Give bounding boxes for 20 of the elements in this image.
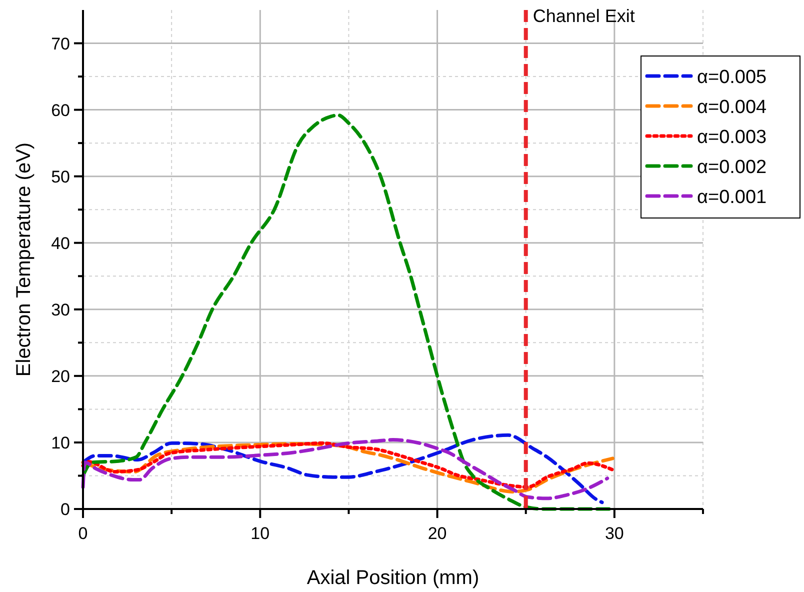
x-tick-label: 10 bbox=[250, 524, 270, 543]
y-tick-label: 0 bbox=[60, 500, 70, 519]
legend-label: α=0.003 bbox=[697, 127, 767, 148]
y-tick-label: 60 bbox=[51, 100, 70, 120]
ref-line-label: Channel Exit bbox=[532, 6, 635, 26]
y-axis-title: Electron Temperature (eV) bbox=[13, 142, 35, 377]
y-tick-label: 10 bbox=[51, 433, 70, 452]
x-tick-label: 0 bbox=[78, 524, 88, 543]
y-tick-label: 40 bbox=[51, 234, 70, 253]
x-tick-label: 30 bbox=[604, 524, 624, 543]
y-tick-label: 20 bbox=[51, 366, 70, 386]
legend-label: α=0.004 bbox=[697, 97, 768, 118]
x-tick-label: 20 bbox=[428, 524, 447, 543]
y-tick-label: 50 bbox=[51, 167, 70, 186]
x-axis-title: Axial Position (mm) bbox=[306, 567, 480, 589]
y-tick-label: 30 bbox=[51, 300, 70, 320]
legend-label: α=0.002 bbox=[697, 157, 767, 178]
legend-label: α=0.005 bbox=[697, 67, 767, 88]
legend-label: α=0.001 bbox=[697, 187, 767, 208]
y-tick-label: 70 bbox=[51, 34, 70, 54]
